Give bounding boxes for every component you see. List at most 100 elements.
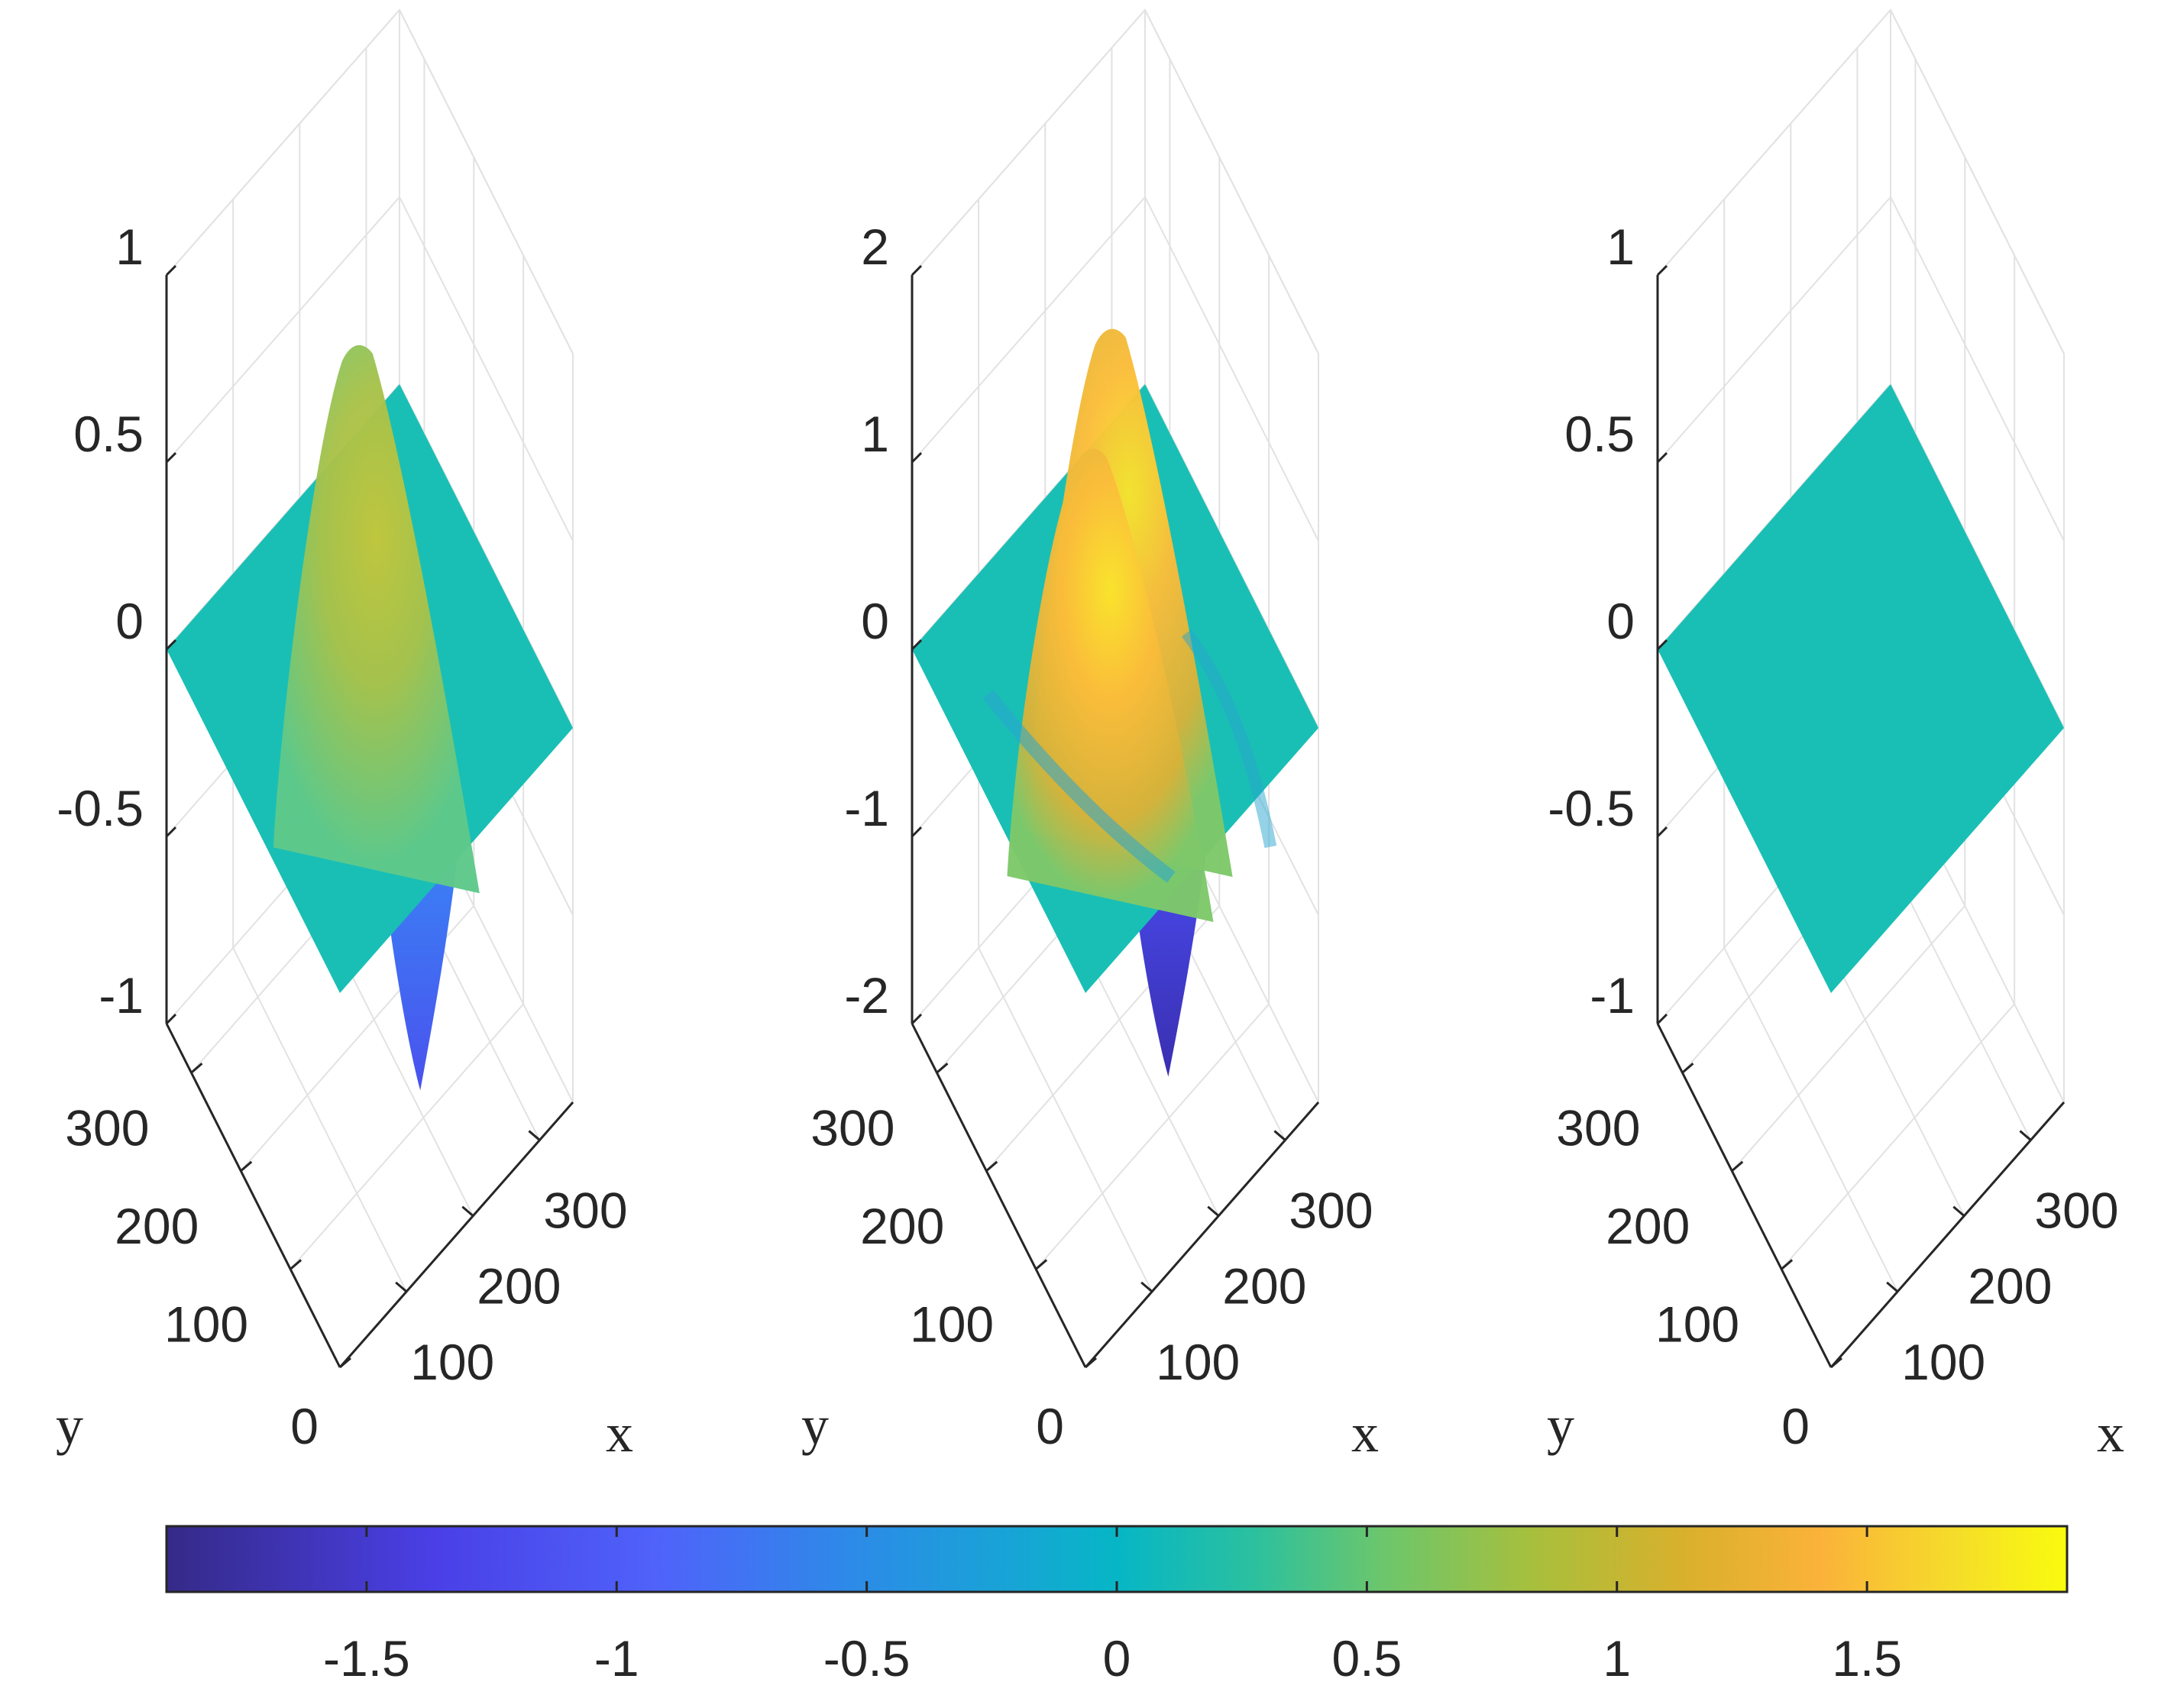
grid-line [290,1003,524,1270]
grid-line [1035,1003,1270,1270]
y-tick-label: 300 [65,1099,149,1156]
y-tick [240,1160,253,1172]
z-tick-label: -0.5 [57,780,144,836]
y-axis-label: y [56,1395,83,1456]
x-tick [1207,1205,1220,1217]
z-tick [1656,1013,1668,1025]
y-tick-label: 300 [1556,1099,1640,1156]
y-tick-label: 0 [1036,1398,1064,1454]
colorbar-tick-label: 1.5 [1832,1630,1902,1687]
grid-line [1657,8,2065,354]
surface-peak [273,345,480,894]
z-tick-label: 0 [861,593,889,649]
y-tick-label: 200 [1606,1198,1690,1254]
x-tick [395,1281,408,1292]
z-tick-label: -0.5 [1548,780,1635,836]
y-tick-label: 100 [164,1296,248,1352]
surface [912,328,1318,1077]
x-axis-label: x [1351,1402,1379,1464]
x-tick-label: 300 [2034,1182,2118,1239]
x-tick-label: 200 [477,1258,561,1315]
y-tick [985,1160,998,1172]
grid-line [232,947,408,1292]
grid-line [1723,947,1899,1292]
colorbar: -1.5 -1 -0.5 0 0.5 1 1.5 [165,1525,2069,1687]
z-tick-label: -1 [1590,967,1635,1024]
y-tick-label: 0 [1781,1398,1810,1454]
x-tick-label: 100 [410,1334,494,1390]
x-tick [1273,1130,1286,1141]
colorbar-tick-label: 0 [1103,1630,1131,1687]
surface-panel-2: -2 -1 0 1 2 0 100 200 300 100 200 300 y x [801,8,1379,1464]
grid-line [911,8,1319,354]
y-tick-label: 300 [810,1099,894,1156]
z-tick [1656,451,1668,464]
y-tick-label: 100 [1655,1296,1739,1352]
z-tick [911,1013,923,1025]
z-tick-label: 0 [1606,593,1635,649]
z-tick-label: 0.5 [1564,406,1635,462]
y-tick [1681,1063,1694,1074]
colorbar-tick-label: 1 [1603,1630,1631,1687]
z-tick-label: 0.5 [73,406,144,462]
y-axis-line [165,1023,341,1368]
grid-line [978,947,1153,1292]
z-tick [1656,639,1668,651]
z-tick-label: 2 [861,218,889,275]
z-tick-label: 1 [115,218,144,275]
x-tick-label: 200 [1222,1258,1306,1315]
surface-plane [1658,384,2064,993]
colorbar-tick-label: -1.5 [323,1630,410,1687]
y-tick-label: 100 [910,1296,994,1352]
surface [1658,384,2064,993]
surface-ripple [1181,629,1277,849]
x-axis-label: x [2097,1402,2124,1464]
y-tick [290,1259,302,1270]
x-axis-line [338,1101,574,1368]
y-axis-label: y [801,1395,829,1456]
x-tick [1140,1281,1153,1292]
z-tick [911,451,923,464]
x-tick-label: 300 [543,1182,627,1239]
surface-ripple [982,689,1176,883]
z-tick [165,451,177,464]
grid-line [1731,905,1966,1172]
grid-line [166,8,574,354]
x-tick [528,1130,541,1141]
z-tick-label: 1 [1606,218,1635,275]
grid-line [1657,196,2065,542]
y-tick [1731,1160,1744,1172]
x-tick [2019,1130,2032,1141]
y-axis-line [1656,1023,1833,1368]
surface-panel-3: -1 -0.5 0 0.5 1 0 100 200 300 100 200 300 y x [1547,8,2124,1464]
y-axis-label: y [1547,1395,1574,1456]
x-tick [1886,1281,1899,1292]
z-tick [165,826,177,838]
x-axis-line [1084,1101,1320,1368]
colorbar-tick-label: -1 [594,1630,639,1687]
x-tick [1952,1205,1965,1217]
z-tick [165,264,177,277]
y-tick-label: 200 [860,1198,944,1254]
surface-panel-1: -1 -0.5 0 0.5 1 0 100 200 300 100 200 300 y x [56,8,633,1464]
x-tick-label: 300 [1289,1182,1373,1239]
grid-line [911,196,1319,542]
z-tick [911,826,923,838]
y-tick [1085,1357,1097,1369]
x-axis-line [1829,1101,2066,1368]
y-tick [1781,1259,1794,1270]
z-tick-label: 0 [115,593,144,649]
z-tick [1656,264,1668,277]
y-tick [936,1063,949,1074]
y-tick [339,1357,351,1369]
z-tick-label: -2 [844,967,889,1024]
surface-peak [1007,448,1214,922]
grid-line [1781,1003,2015,1270]
z-tick-label: -1 [99,967,144,1024]
x-tick-label: 100 [1156,1334,1240,1390]
y-tick [1035,1259,1048,1270]
x-tick-label: 100 [1901,1334,1985,1390]
grid-line [1657,8,2065,354]
surface [167,345,573,1091]
